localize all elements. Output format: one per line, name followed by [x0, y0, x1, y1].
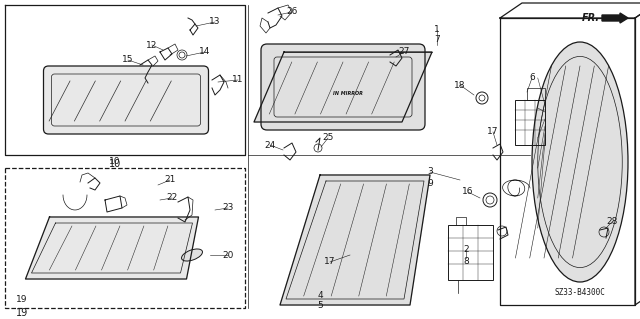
Text: 5: 5: [317, 301, 323, 310]
Polygon shape: [280, 175, 430, 305]
Text: 8: 8: [463, 257, 469, 266]
Text: 25: 25: [323, 133, 333, 143]
Text: 26: 26: [286, 8, 298, 17]
Text: 17: 17: [324, 257, 336, 266]
Text: 11: 11: [232, 76, 244, 85]
Text: FR.: FR.: [582, 13, 600, 23]
Text: 15: 15: [122, 56, 134, 64]
Text: 23: 23: [222, 204, 234, 212]
Text: 9: 9: [427, 179, 433, 188]
Text: 3: 3: [427, 167, 433, 176]
Text: 2: 2: [463, 246, 469, 255]
Text: 24: 24: [264, 140, 276, 150]
Text: 19: 19: [16, 295, 28, 305]
Text: SZ33-B4300C: SZ33-B4300C: [555, 288, 605, 297]
Text: 13: 13: [209, 18, 221, 26]
Text: 17: 17: [487, 128, 499, 137]
Text: 27: 27: [398, 48, 410, 56]
Text: 22: 22: [166, 194, 178, 203]
Text: 18: 18: [454, 80, 466, 90]
Text: 28: 28: [606, 218, 618, 226]
Text: 6: 6: [529, 73, 535, 83]
Polygon shape: [26, 217, 198, 279]
FancyBboxPatch shape: [261, 44, 425, 130]
FancyArrow shape: [602, 13, 628, 23]
Text: 1: 1: [434, 26, 440, 34]
Text: 12: 12: [147, 41, 157, 49]
FancyBboxPatch shape: [44, 66, 209, 134]
Ellipse shape: [182, 249, 202, 261]
Text: 19: 19: [16, 308, 28, 318]
Text: 14: 14: [199, 48, 211, 56]
Ellipse shape: [532, 42, 628, 282]
Text: 10: 10: [109, 159, 121, 169]
Text: 10: 10: [109, 158, 121, 167]
Text: 20: 20: [222, 250, 234, 259]
Polygon shape: [254, 52, 432, 122]
Text: 16: 16: [462, 188, 474, 197]
Text: IN MIRROR: IN MIRROR: [333, 91, 363, 96]
Text: 4: 4: [317, 291, 323, 300]
Text: 21: 21: [164, 175, 176, 184]
Text: 7: 7: [434, 35, 440, 44]
